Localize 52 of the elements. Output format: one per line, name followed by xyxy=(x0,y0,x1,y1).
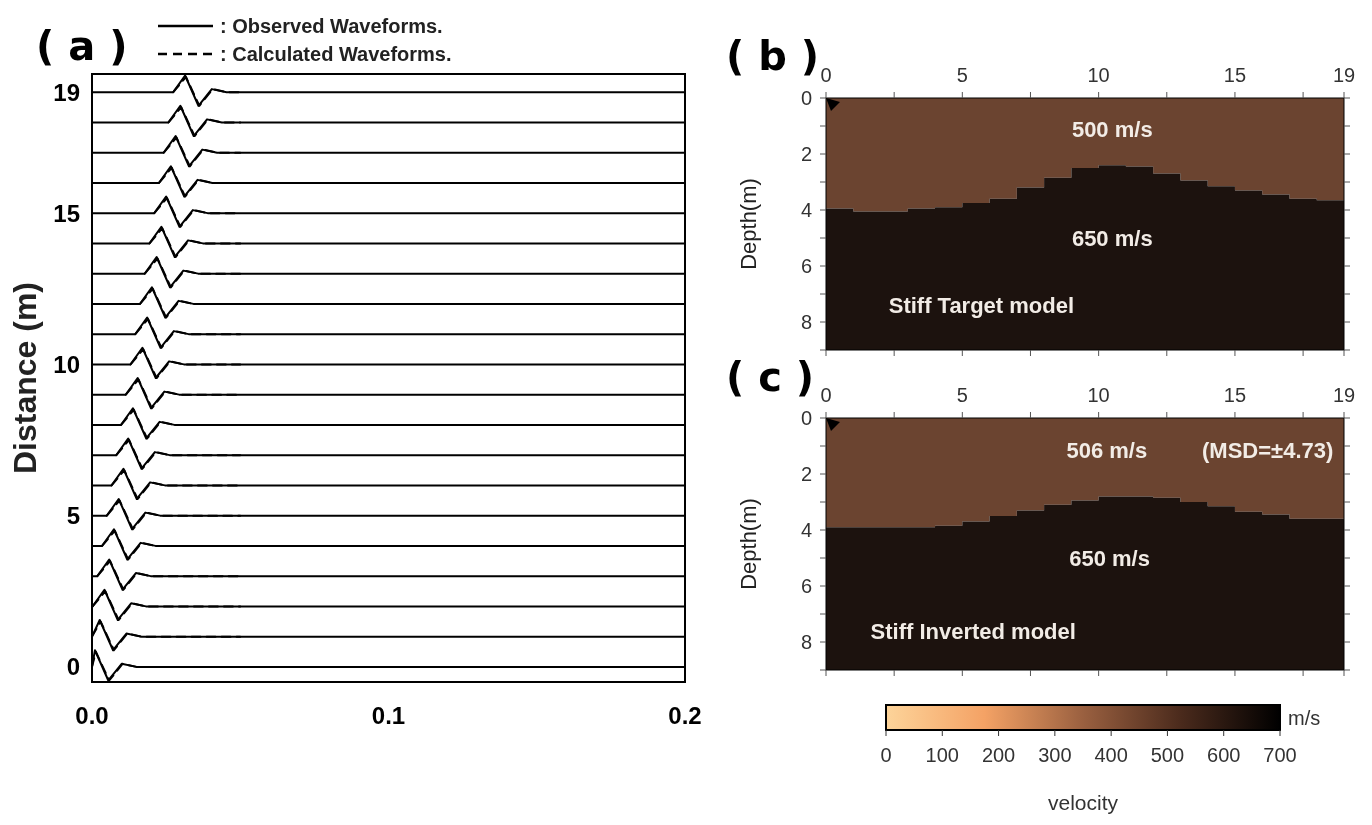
x-tick-label: 19 xyxy=(1332,64,1356,86)
color-bar-label: 100 xyxy=(925,744,959,766)
x-tick-label: 15 xyxy=(1223,64,1247,86)
y-tick-label: 0 xyxy=(800,87,812,109)
x-tick-label: 0 xyxy=(820,64,832,86)
x-tick-label: 5 xyxy=(956,64,968,86)
x-tick-label: 15 xyxy=(1223,384,1247,406)
legend-label: : Observed Waveforms. xyxy=(220,15,443,37)
x-tick-label: 0 xyxy=(820,384,832,406)
color-bar-label: 700 xyxy=(1263,744,1297,766)
x-tick-label: 0.2 xyxy=(668,702,702,729)
y-tick-label: 8 xyxy=(800,311,812,333)
annotation: Stiff Target model xyxy=(888,292,1075,318)
annotation: (MSD=±4.73) xyxy=(1202,437,1334,463)
y-tick-label: 4 xyxy=(800,519,812,541)
color-bar-label: 600 xyxy=(1207,744,1241,766)
y-tick-label: 6 xyxy=(800,575,812,597)
x-tick-label: 0.0 xyxy=(75,702,109,729)
y-tick-label: 8 xyxy=(800,631,812,653)
y-tick-label: 6 xyxy=(800,255,812,277)
x-tick-label: 10 xyxy=(1087,384,1110,406)
y-tick-label: 5 xyxy=(66,502,80,530)
color-bar-label: 0 xyxy=(880,744,892,766)
x-tick-label: 19 xyxy=(1332,384,1356,406)
x-tick-label: 0.1 xyxy=(371,702,406,729)
color-bar-label: 500 xyxy=(1150,744,1185,766)
color-bar-label: 200 xyxy=(981,744,1016,766)
y-axis-title: Depth(m) xyxy=(736,498,761,590)
annotation: Stiff Inverted model xyxy=(870,618,1076,644)
y-axis-title: Distance (m) xyxy=(7,281,43,475)
y-tick-label: 2 xyxy=(800,463,812,485)
color-bar-title: velocity xyxy=(1047,791,1119,814)
chart-title: ( c ) xyxy=(726,354,815,400)
annotation: 506 m/s xyxy=(1066,437,1148,463)
annotation: 650 m/s xyxy=(1069,545,1150,571)
annotation: 500 m/s xyxy=(1071,116,1153,142)
chart-title: ( a ) xyxy=(36,23,128,69)
chart-title: ( b ) xyxy=(726,33,820,79)
y-tick-label: 4 xyxy=(800,199,812,221)
legend-label: : Calculated Waveforms. xyxy=(220,43,452,65)
y-tick-label: 10 xyxy=(53,350,80,378)
x-tick-label: 10 xyxy=(1087,64,1110,86)
annotation: 650 m/s xyxy=(1071,225,1153,251)
y-tick-label: 15 xyxy=(53,199,80,227)
y-axis-title: Depth(m) xyxy=(736,178,761,270)
y-tick-label: 0 xyxy=(800,407,812,429)
text: m/s xyxy=(1288,706,1321,729)
y-tick-label: 0 xyxy=(66,653,80,681)
color-bar-label: 400 xyxy=(1094,744,1128,766)
x-tick-label: 5 xyxy=(956,384,968,406)
y-tick-label: 2 xyxy=(800,143,812,165)
color-bar-label: 300 xyxy=(1038,744,1072,766)
